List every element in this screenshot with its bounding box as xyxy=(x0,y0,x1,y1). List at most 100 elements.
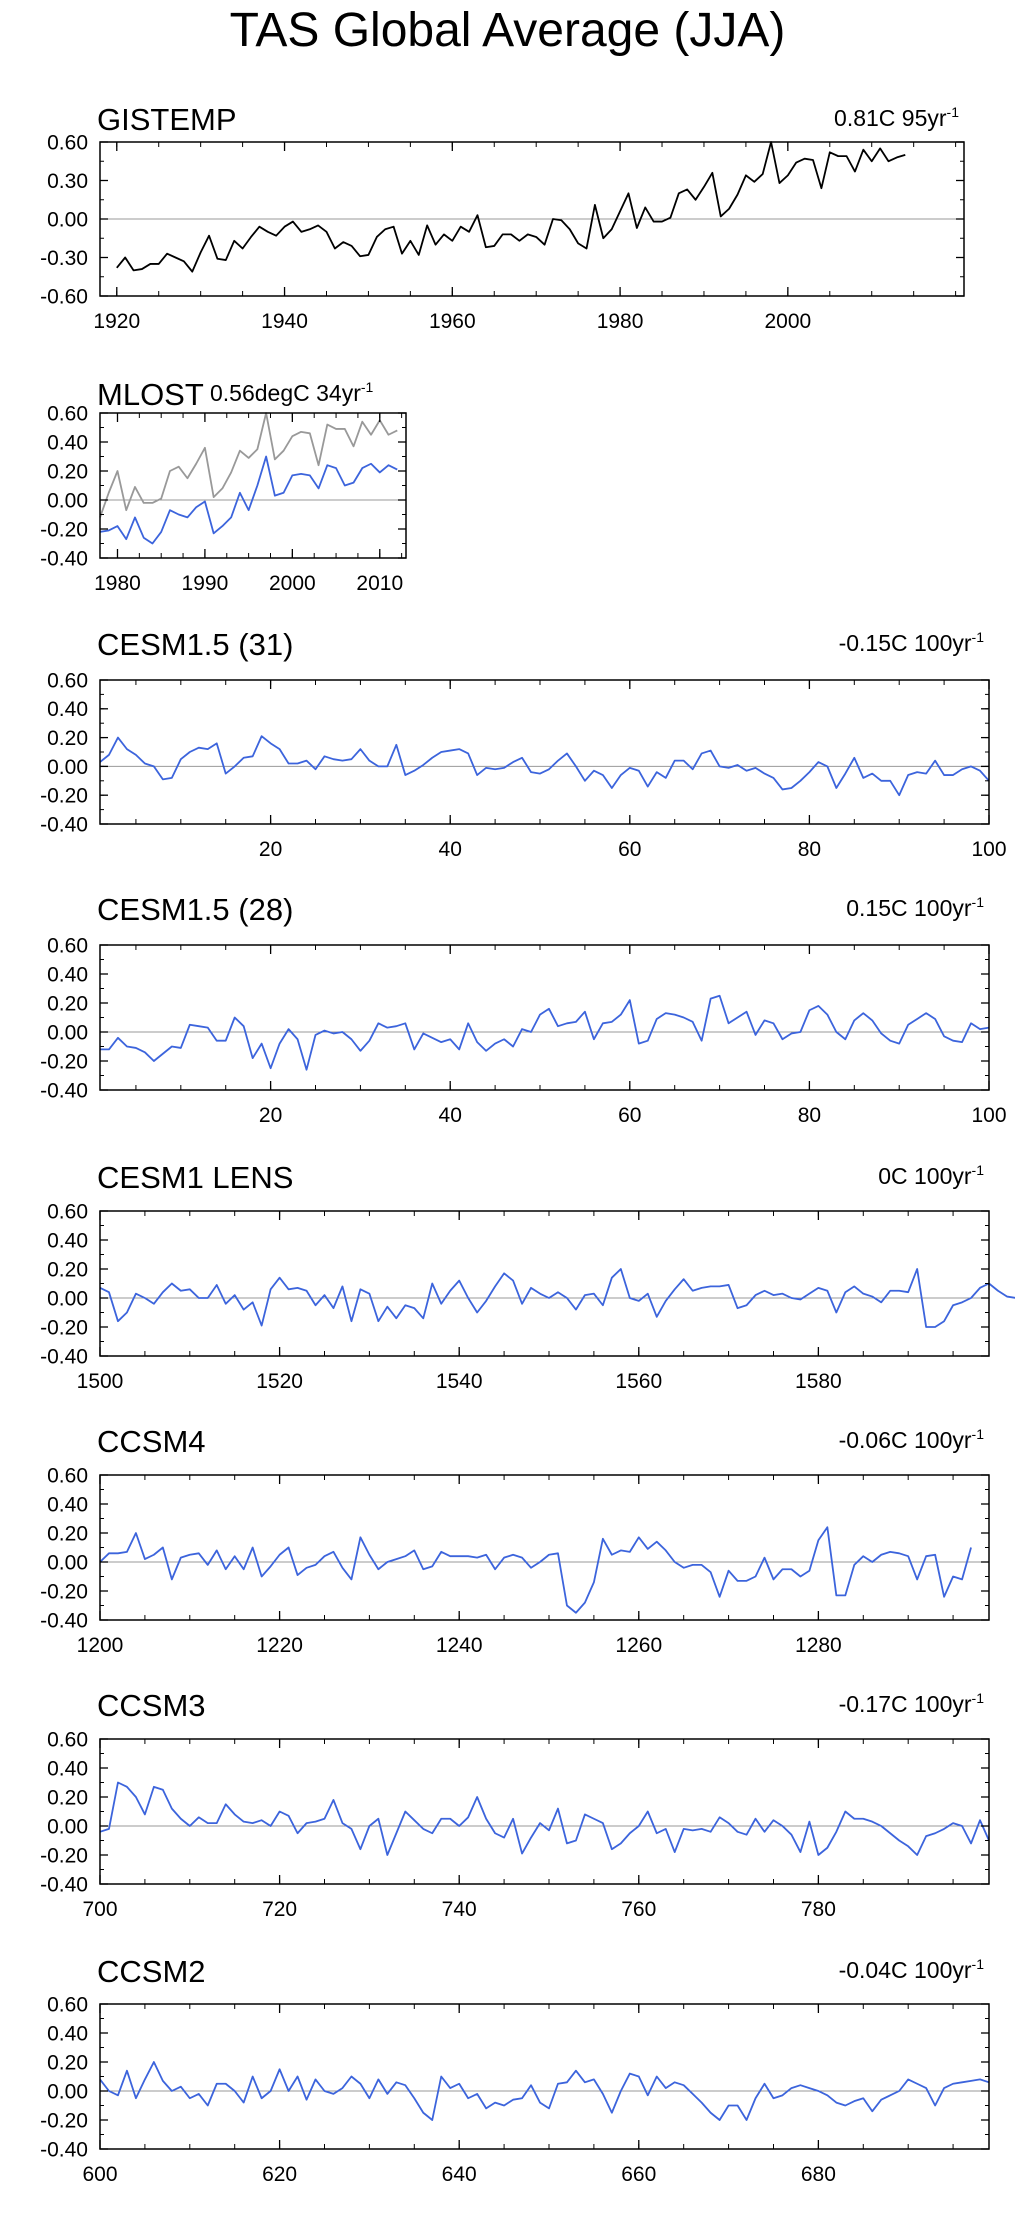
y-tick-label: -0.40 xyxy=(40,547,88,570)
plot-frame xyxy=(99,679,990,825)
y-tick-label: -0.40 xyxy=(40,1345,88,1368)
y-tick-label: 0.00 xyxy=(47,1815,88,1838)
x-tick-label: 2010 xyxy=(356,572,403,595)
y-tick-label: -0.20 xyxy=(40,518,88,541)
trend-exponent: -1 xyxy=(972,1690,985,1706)
y-tick-label: -0.40 xyxy=(40,813,88,836)
y-tick-label: 0.20 xyxy=(47,992,88,1015)
x-tick-label: 1960 xyxy=(429,310,476,333)
y-tick-label: 0.40 xyxy=(47,698,88,721)
trend-value: 0.81C 95yr xyxy=(834,105,947,131)
series-line-ccsm3 xyxy=(99,1781,990,1856)
chart-mlost: MLOST 0.56degC 34yr-1 -0.40 -0.20 0.00 0.20 0.… xyxy=(40,377,407,595)
x-tick-label: 1500 xyxy=(77,1370,124,1393)
chart-title: CCSM3 xyxy=(97,1688,206,1723)
chart-ccsm4: CCSM4 -0.06C 100yr-1 -0.40 -0.20 0.00 0.20 0.4… xyxy=(40,1424,990,1657)
trend-label: 0.81C 95yr-1 xyxy=(834,104,959,131)
y-tick-label: 0.60 xyxy=(47,1464,88,1487)
trend-value: -0.17C 100yr xyxy=(839,1691,972,1717)
x-tick-label: 640 xyxy=(442,2163,477,2186)
y-tick-label: 0.00 xyxy=(47,1021,88,1044)
chart-title: CCSM4 xyxy=(97,1424,206,1459)
series-line-gistemp xyxy=(99,412,398,518)
y-tick-label: 0.60 xyxy=(47,402,88,425)
trend-exponent: -1 xyxy=(972,629,985,645)
trend-label: -0.04C 100yr-1 xyxy=(839,1956,985,1983)
x-tick-label: 1980 xyxy=(597,310,644,333)
plot-frame xyxy=(99,1474,990,1621)
y-tick-label: 0.20 xyxy=(47,460,88,483)
x-tick-label: 20 xyxy=(259,838,282,861)
y-tick-label: 0.60 xyxy=(47,131,88,154)
plot-frame xyxy=(99,1210,990,1357)
x-tick-label: 100 xyxy=(971,838,1006,861)
x-tick-label: 1240 xyxy=(436,1634,483,1657)
y-tick-label: 0.40 xyxy=(47,1229,88,1252)
chart-ccsm3: CCSM3 -0.17C 100yr-1 -0.40 -0.20 0.00 0.20 0.4… xyxy=(40,1688,990,1921)
trend-label: -0.06C 100yr-1 xyxy=(839,1426,985,1453)
x-tick-label: 1260 xyxy=(615,1634,662,1657)
y-tick-label: 0.40 xyxy=(47,963,88,986)
series-line-cesm1-5-31- xyxy=(99,735,990,797)
trend-label: 0.15C 100yr-1 xyxy=(846,894,984,921)
series-line-mlost xyxy=(99,455,398,545)
y-tick-label: 0.20 xyxy=(47,1786,88,1809)
x-tick-label: 1920 xyxy=(93,310,140,333)
y-tick-label: 0.20 xyxy=(47,1522,88,1545)
x-tick-label: 740 xyxy=(442,1898,477,1921)
y-tick-label: -0.60 xyxy=(40,285,88,308)
x-tick-label: 2000 xyxy=(269,572,316,595)
x-tick-label: 100 xyxy=(971,1104,1006,1127)
trend-value: 0.15C 100yr xyxy=(846,895,972,921)
y-tick-label: 0.60 xyxy=(47,1728,88,1751)
trend-exponent: -1 xyxy=(972,1956,985,1972)
plot-frame xyxy=(99,944,990,1091)
x-tick-label: 1520 xyxy=(256,1370,303,1393)
x-tick-label: 1220 xyxy=(256,1634,303,1657)
y-tick-label: -0.20 xyxy=(40,1580,88,1603)
chart-title: MLOST xyxy=(97,377,204,412)
x-tick-label: 80 xyxy=(798,838,821,861)
plot-frame xyxy=(99,2003,990,2150)
chart-title: CESM1.5 (31) xyxy=(97,627,293,662)
x-tick-label: 1940 xyxy=(261,310,308,333)
series-line-cesm1-5-28- xyxy=(100,994,990,1071)
plot-frame xyxy=(99,412,407,559)
y-tick-label: -0.40 xyxy=(40,2138,88,2161)
y-tick-label: -0.20 xyxy=(40,1050,88,1073)
x-tick-label: 1560 xyxy=(615,1370,662,1393)
x-tick-label: 720 xyxy=(262,1898,297,1921)
y-tick-label: 0.00 xyxy=(47,208,88,231)
y-tick-label: 0.00 xyxy=(47,756,88,779)
chart-title: GISTEMP xyxy=(97,102,237,137)
chart-cesm15-31: CESM1.5 (31) -0.15C 100yr-1 -0.40 -0.20 0.00… xyxy=(40,627,1006,861)
chart-title: CESM1 LENS xyxy=(97,1160,293,1195)
y-tick-label: -0.30 xyxy=(40,247,88,270)
chart-cesm1-lens: CESM1 LENS 0C 100yr-1 -0.40 -0.20 0.00 0.20 0.… xyxy=(40,1160,1015,1393)
x-tick-label: 2000 xyxy=(764,310,811,333)
chart-title: CCSM2 xyxy=(97,1954,206,1989)
y-tick-label: -0.20 xyxy=(40,785,88,808)
x-tick-label: 700 xyxy=(82,1898,117,1921)
trend-value: 0.56degC 34yr xyxy=(210,380,361,406)
x-tick-label: 80 xyxy=(798,1104,821,1127)
trend-label: 0C 100yr-1 xyxy=(878,1162,984,1189)
chart-gistemp: GISTEMP 0.81C 95yr-1 -0.60 -0.30 0.00 0.30 0.6… xyxy=(40,102,965,333)
y-tick-label: 0.00 xyxy=(47,1287,88,1310)
trend-exponent: -1 xyxy=(947,104,960,120)
x-tick-label: 60 xyxy=(618,1104,641,1127)
x-tick-label: 600 xyxy=(82,2163,117,2186)
y-tick-label: -0.20 xyxy=(40,1316,88,1339)
x-tick-label: 1990 xyxy=(182,572,229,595)
trend-exponent: -1 xyxy=(972,1162,985,1178)
trend-exponent: -1 xyxy=(361,379,374,395)
x-tick-label: 20 xyxy=(259,1104,282,1127)
trend-value: -0.15C 100yr xyxy=(839,630,972,656)
series-line-cesm1-lens xyxy=(99,1268,1015,1328)
trend-label: 0.56degC 34yr-1 xyxy=(210,379,374,406)
y-tick-label: 0.60 xyxy=(47,1993,88,2016)
y-tick-label: 0.20 xyxy=(47,1258,88,1281)
y-tick-label: 0.40 xyxy=(47,1493,88,1516)
y-tick-label: 0.30 xyxy=(47,170,88,193)
